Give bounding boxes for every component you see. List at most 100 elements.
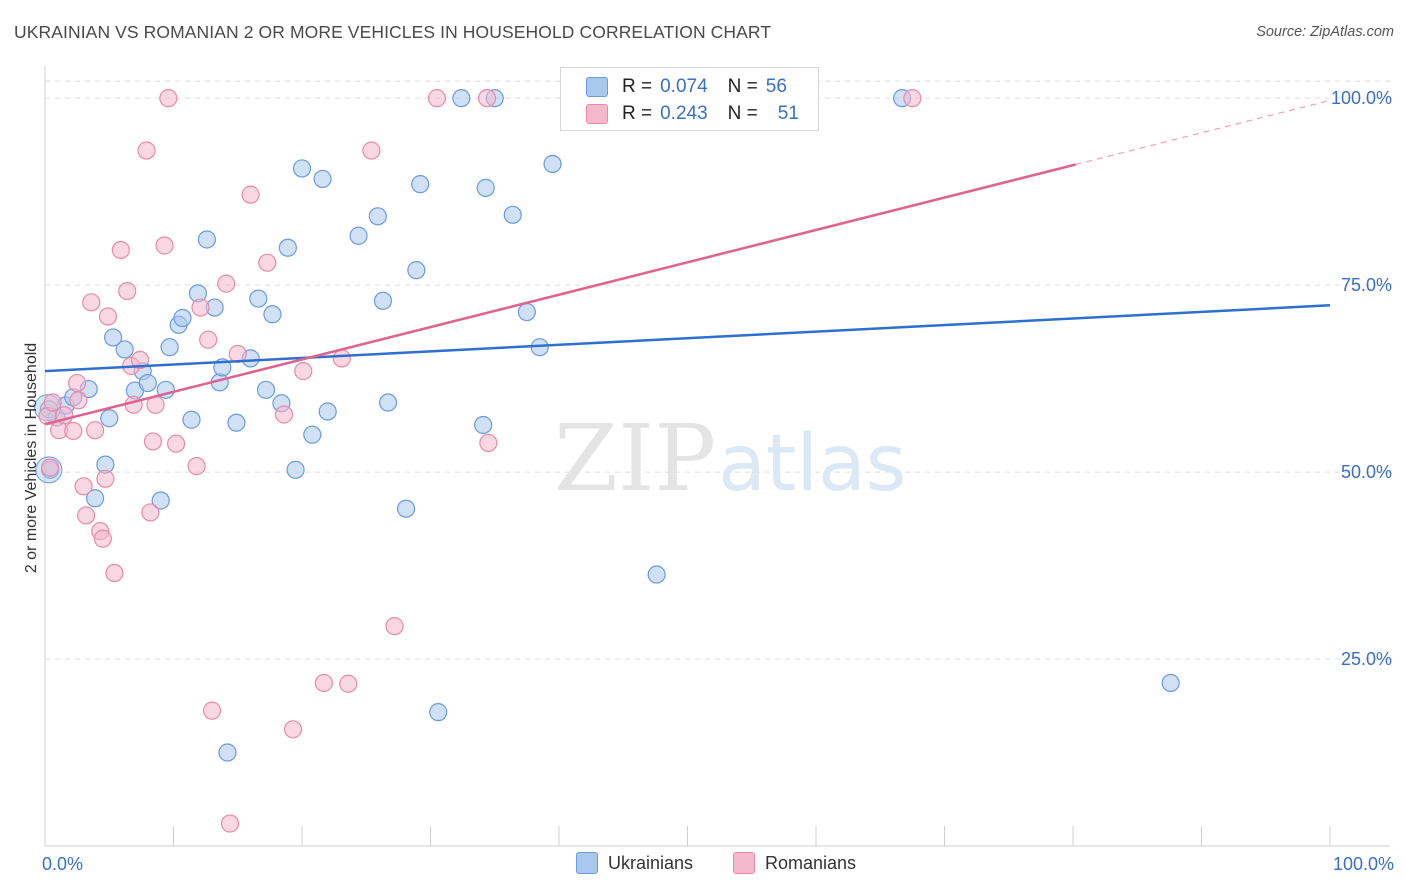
ukrainians-point (318, 402, 337, 421)
romanians-point (141, 503, 160, 522)
ukrainians-point (173, 308, 192, 328)
n-label: N = (727, 103, 758, 124)
romanians-legend-label: Romanians (765, 852, 857, 873)
romanians-point (93, 529, 112, 548)
romanians-points (38, 89, 922, 833)
romanians-point (274, 405, 294, 424)
romanians-point (479, 433, 498, 453)
x-tick-label: 0.0% (42, 854, 83, 874)
ukrainians-point (503, 205, 522, 224)
x-tick-labels: 0.0% 100.0% (42, 854, 1394, 874)
romanians-point (283, 720, 303, 739)
ukrainians-point (100, 409, 119, 428)
ukrainians-point (256, 380, 276, 399)
romanians-point (332, 349, 351, 368)
romanians-swatch (586, 104, 608, 124)
romanians-point (241, 185, 260, 204)
romanians-point (903, 89, 922, 108)
legend-romanians: Romanians (733, 852, 856, 874)
romanians-point (187, 456, 206, 476)
ukrainians-point (411, 175, 430, 194)
romanians-point (339, 674, 358, 693)
romanians-point (111, 240, 130, 260)
ukrainians-point (151, 491, 170, 510)
r-label: R = (622, 103, 653, 124)
romanians-point (105, 563, 124, 583)
ukrainians-trend-line (44, 304, 1331, 373)
watermark-atlas: atlas (718, 419, 907, 509)
romanians-point (166, 434, 186, 453)
trend-lines (44, 99, 1331, 426)
y-axis-label: 2 or more Vehicles in Household (23, 342, 40, 574)
romanians-point (69, 391, 88, 410)
ukrainians-point (292, 159, 312, 178)
ukrainians-point (278, 238, 297, 257)
ukrainians-point (543, 154, 562, 174)
legend-row-romanians: R = 0.243 N = 51 (586, 101, 799, 127)
romanians-point (385, 617, 404, 636)
romanians-point (77, 506, 96, 525)
r-value: 0.243 (660, 103, 708, 124)
y-tick-label: 75.0% (1341, 275, 1392, 295)
gridlines (45, 80, 1390, 660)
romanians-trend-extension (1075, 99, 1331, 166)
romanians-point (86, 421, 105, 440)
ukrainians-point (647, 565, 666, 584)
n-value: 51 (777, 103, 799, 124)
ukrainians-point (218, 743, 237, 762)
ukrainians-legend-label: Ukrainians (608, 852, 694, 873)
romanians-trend-line (44, 163, 1076, 426)
ukrainians-point (407, 261, 426, 280)
romanians-point (258, 253, 277, 272)
ukrainians-point (396, 499, 416, 518)
romanians-point (314, 673, 333, 693)
ukrainians-point (227, 413, 246, 432)
legend-row-ukrainians: R = 0.074 N = 56 (586, 74, 787, 100)
source-credit: Source: ZipAtlas.com (1256, 24, 1394, 40)
ukrainians-point (249, 289, 268, 308)
romanians-legend-swatch (733, 852, 755, 874)
romanians-point (96, 469, 115, 488)
ukrainians-point (138, 373, 157, 393)
romanians-point (199, 330, 218, 349)
ukrainians-legend-swatch (576, 852, 598, 874)
stats-legend: R = 0.074 N = 56 R = 0.243 N = 51 (560, 67, 819, 131)
ukrainians-point (197, 230, 217, 249)
ukrainians-point (313, 169, 332, 189)
ukrainians-point (474, 415, 493, 435)
romanians-point (191, 298, 210, 317)
ukrainians-swatch (586, 77, 608, 97)
romanians-point (159, 89, 178, 108)
n-label: N = (727, 76, 758, 97)
watermark: ZIP atlas (554, 405, 907, 512)
ukrainians-point (368, 207, 387, 226)
ukrainians-point (476, 178, 495, 197)
ukrainians-point (378, 393, 398, 412)
chart-title: UKRAINIAN VS ROMANIAN 2 OR MORE VEHICLES… (14, 22, 772, 42)
ukrainians-point (303, 425, 322, 444)
romanians-point (64, 421, 83, 441)
romanians-point (220, 814, 240, 833)
ukrainians-point (286, 460, 305, 479)
ukrainians-point (373, 291, 393, 310)
romanians-point (294, 362, 313, 381)
ukrainians-point (349, 226, 368, 245)
romanians-point (143, 432, 163, 451)
ukrainians-point (452, 89, 471, 108)
romanians-point (217, 274, 236, 293)
watermark-zip: ZIP (554, 405, 716, 512)
romanians-point (155, 236, 174, 255)
y-tick-label: 25.0% (1341, 649, 1392, 669)
romanians-point (68, 373, 87, 393)
ukrainians-point (429, 703, 448, 722)
romanians-point (74, 477, 93, 496)
y-tick-labels: 25.0% 50.0% 75.0% 100.0% (1331, 88, 1392, 669)
romanians-point (41, 458, 60, 477)
romanians-point (118, 282, 137, 301)
legend-ukrainians: Ukrainians (576, 852, 693, 874)
romanians-point (130, 350, 150, 370)
romanians-point (137, 141, 156, 160)
n-value: 56 (765, 76, 787, 97)
romanians-point (98, 307, 118, 326)
romanians-point (202, 701, 222, 720)
